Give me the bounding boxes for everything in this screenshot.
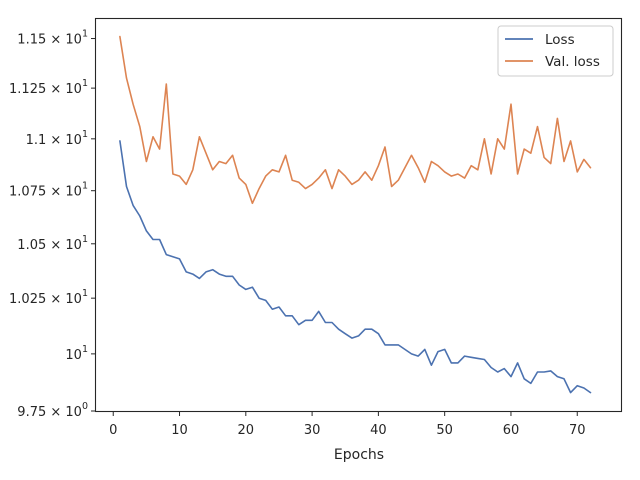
legend-label: Loss [545, 32, 575, 48]
y-tick-label: 1.05 × 101 [17, 234, 88, 253]
x-tick-label: 10 [171, 423, 188, 438]
y-tick-label: 9.75 × 100 [17, 401, 88, 420]
x-tick-label: 0 [109, 423, 117, 438]
x-axis: 0 10 20 30 40 50 60 70 [109, 411, 586, 438]
y-tick-label: 1.1 × 101 [26, 129, 88, 148]
y-axis: 9.75 × 100 101 1.025 × 101 1.05 × 101 1.075 … [9, 29, 96, 420]
y-tick-label: 101 [65, 344, 88, 363]
x-tick-label: 30 [304, 423, 321, 438]
plot-series [119, 35, 592, 394]
series-line-val-loss [119, 35, 592, 205]
y-tick-label: 1.025 × 101 [9, 288, 88, 307]
x-tick-label: 70 [569, 423, 586, 438]
legend: Loss Val. loss [497, 25, 614, 77]
plot-area-frame [94, 17, 623, 413]
x-tick-label: 50 [436, 423, 453, 438]
x-tick-label: 20 [238, 423, 255, 438]
x-tick-label: 40 [370, 423, 387, 438]
y-tick-label: 1.125 × 101 [9, 78, 88, 97]
series-line-loss [119, 140, 592, 394]
x-tick-label: 60 [503, 423, 520, 438]
y-tick-label: 1.075 × 101 [9, 181, 88, 200]
legend-label: Val. loss [545, 54, 600, 70]
y-tick-label: 1.15 × 101 [17, 29, 88, 48]
x-axis-label: Epochs [334, 447, 384, 463]
